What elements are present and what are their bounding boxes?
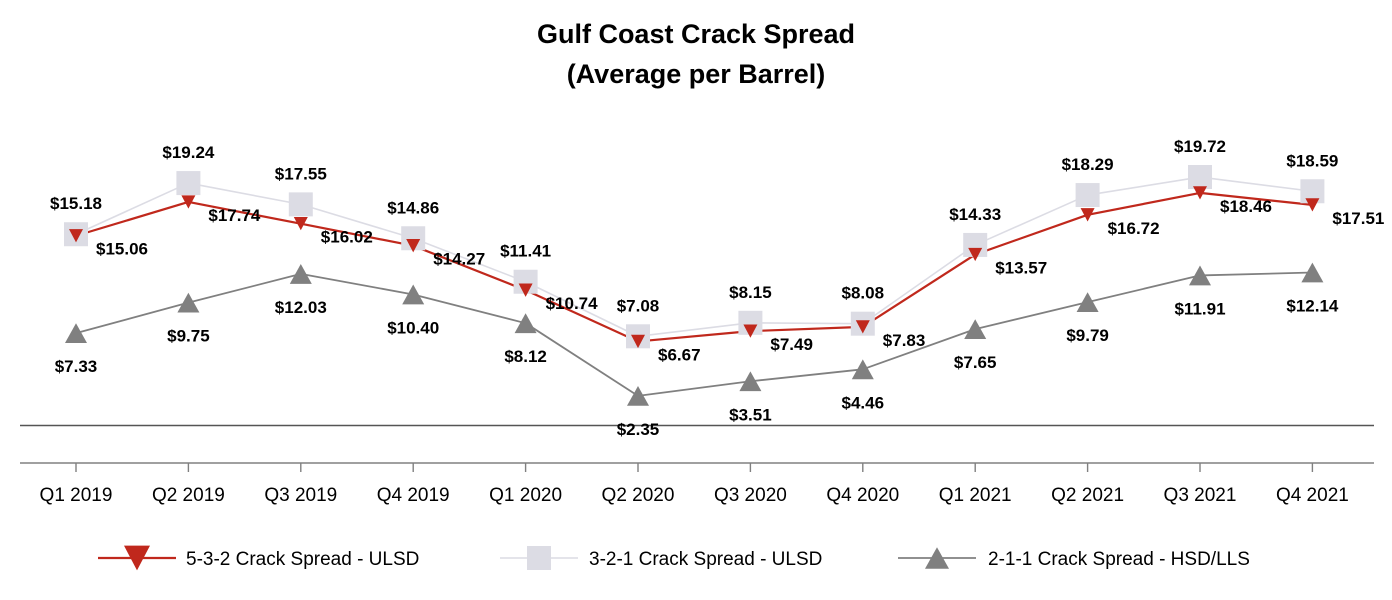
legend-square-marker-icon (527, 546, 551, 570)
data-label-5-3-2-crack-spread-ulsd: $16.02 (321, 228, 373, 247)
series-markers (64, 165, 1325, 406)
data-point-5-3-2-crack-spread-ulsd (518, 283, 533, 297)
data-label-5-3-2-crack-spread-ulsd: $17.74 (208, 206, 261, 225)
data-label-2-1-1-crack-spread-hsd-lls: $2.35 (617, 420, 660, 439)
data-point-5-3-2-crack-spread-ulsd (968, 247, 983, 262)
series-lines (75, 176, 1313, 397)
x-tick-label: Q3 2021 (1164, 485, 1237, 506)
data-label-5-3-2-crack-spread-ulsd: $14.27 (433, 250, 485, 269)
data-label-3-2-1-crack-spread-ulsd: $14.86 (387, 198, 439, 217)
legend-item-3-2-1-crack-spread-ulsd: 3-2-1 Crack Spread - ULSD (500, 546, 822, 570)
x-tick-label: Q3 2020 (714, 485, 787, 506)
x-tick-label: Q3 2019 (264, 485, 337, 506)
data-label-3-2-1-crack-spread-ulsd: $18.59 (1286, 151, 1338, 170)
legend-item-2-1-1-crack-spread-hsd-lls: 2-1-1 Crack Spread - HSD/LLS (898, 547, 1250, 570)
data-label-5-3-2-crack-spread-ulsd: $16.72 (1108, 219, 1160, 238)
chart-subtitle: (Average per Barrel) (567, 59, 826, 89)
legend-label: 2-1-1 Crack Spread - HSD/LLS (988, 549, 1250, 570)
data-label-5-3-2-crack-spread-ulsd: $7.83 (883, 331, 926, 350)
data-label-3-2-1-crack-spread-ulsd: $7.08 (617, 296, 660, 315)
data-label-3-2-1-crack-spread-ulsd: $17.55 (275, 164, 327, 183)
data-point-2-1-1-crack-spread-hsd-lls (514, 313, 537, 334)
data-label-5-3-2-crack-spread-ulsd: $10.74 (546, 294, 599, 313)
x-tick-label: Q4 2019 (377, 485, 450, 506)
data-label-5-3-2-crack-spread-ulsd: $15.06 (96, 240, 148, 259)
data-point-3-2-1-crack-spread-ulsd (1188, 165, 1212, 190)
data-point-2-1-1-crack-spread-hsd-lls (964, 319, 987, 340)
data-label-2-1-1-crack-spread-hsd-lls: $12.14 (1286, 297, 1339, 316)
data-point-2-1-1-crack-spread-hsd-lls (1076, 292, 1099, 313)
data-label-5-3-2-crack-spread-ulsd: $18.46 (1220, 197, 1272, 216)
x-tick-label: Q1 2019 (40, 485, 113, 506)
data-point-5-3-2-crack-spread-ulsd (406, 239, 421, 253)
data-point-2-1-1-crack-spread-hsd-lls (177, 292, 200, 313)
data-label-2-1-1-crack-spread-hsd-lls: $7.65 (954, 353, 997, 372)
data-labels: $15.06 $17.74 $16.02 $14.27 $10.74 $6.67 $7.49… (50, 137, 1384, 439)
data-point-2-1-1-crack-spread-hsd-lls (402, 284, 425, 305)
data-point-2-1-1-crack-spread-hsd-lls (65, 323, 87, 344)
x-tick-label: Q2 2019 (152, 485, 225, 506)
series-line-2-1-1-crack-spread-hsd-lls (75, 271, 1313, 397)
data-label-2-1-1-crack-spread-hsd-lls: $10.40 (387, 318, 439, 337)
data-label-2-1-1-crack-spread-hsd-lls: $9.75 (167, 327, 210, 346)
data-label-3-2-1-crack-spread-ulsd: $18.29 (1062, 155, 1114, 174)
data-point-2-1-1-crack-spread-hsd-lls (739, 371, 762, 392)
x-tick-label: Q2 2020 (602, 485, 675, 506)
legend-item-5-3-2-crack-spread-ulsd: 5-3-2 Crack Spread - ULSD (98, 545, 419, 571)
data-point-5-3-2-crack-spread-ulsd (1080, 208, 1095, 222)
data-point-3-2-1-crack-spread-ulsd (176, 171, 201, 196)
chart-title: Gulf Coast Crack Spread (537, 19, 855, 49)
series-line-5-3-2-crack-spread-ulsd (75, 191, 1313, 343)
data-label-2-1-1-crack-spread-hsd-lls: $4.46 (842, 393, 885, 412)
data-point-2-1-1-crack-spread-hsd-lls (627, 385, 649, 406)
data-label-3-2-1-crack-spread-ulsd: $15.18 (50, 194, 102, 213)
data-label-2-1-1-crack-spread-hsd-lls: $9.79 (1066, 326, 1109, 345)
data-point-5-3-2-crack-spread-ulsd (69, 229, 83, 243)
data-point-5-3-2-crack-spread-ulsd (1193, 186, 1207, 200)
data-point-5-3-2-crack-spread-ulsd (743, 324, 758, 338)
data-label-5-3-2-crack-spread-ulsd: $17.51 (1332, 209, 1384, 228)
legend-triangle-down-marker-icon (124, 545, 150, 571)
data-point-2-1-1-crack-spread-hsd-lls (1301, 262, 1324, 283)
data-label-3-2-1-crack-spread-ulsd: $8.08 (842, 284, 885, 303)
data-label-2-1-1-crack-spread-hsd-lls: $8.12 (504, 347, 547, 366)
legend-label: 3-2-1 Crack Spread - ULSD (589, 549, 822, 570)
data-label-3-2-1-crack-spread-ulsd: $8.15 (729, 283, 772, 302)
legend-triangle-up-marker-icon (925, 547, 949, 569)
data-point-2-1-1-crack-spread-hsd-lls (289, 264, 312, 284)
data-point-5-3-2-crack-spread-ulsd (181, 195, 196, 209)
data-label-3-2-1-crack-spread-ulsd: $19.72 (1174, 137, 1226, 156)
legend: 5-3-2 Crack Spread - ULSD 3-2-1 Crack Spr… (98, 545, 1250, 571)
data-point-2-1-1-crack-spread-hsd-lls (1189, 265, 1211, 286)
data-label-2-1-1-crack-spread-hsd-lls: $7.33 (55, 357, 98, 376)
x-tick-label: Q1 2020 (489, 485, 562, 506)
data-label-5-3-2-crack-spread-ulsd: $6.67 (658, 345, 701, 364)
data-point-3-2-1-crack-spread-ulsd (1075, 183, 1100, 208)
data-point-3-2-1-crack-spread-ulsd (288, 192, 313, 217)
data-point-2-1-1-crack-spread-hsd-lls (851, 359, 874, 380)
data-point-5-3-2-crack-spread-ulsd (293, 216, 308, 231)
data-point-5-3-2-crack-spread-ulsd (1305, 198, 1320, 212)
x-tick-label: Q4 2021 (1276, 485, 1349, 506)
legend-label: 5-3-2 Crack Spread - ULSD (186, 549, 419, 570)
data-label-3-2-1-crack-spread-ulsd: $14.33 (949, 205, 1001, 224)
data-label-5-3-2-crack-spread-ulsd: $7.49 (770, 335, 813, 354)
data-point-5-3-2-crack-spread-ulsd (855, 320, 870, 334)
data-label-3-2-1-crack-spread-ulsd: $11.41 (500, 242, 551, 261)
data-label-5-3-2-crack-spread-ulsd: $13.57 (995, 259, 1047, 278)
series-line-3-2-1-crack-spread-ulsd (75, 176, 1313, 338)
x-tick-label: Q4 2020 (826, 485, 899, 506)
data-label-2-1-1-crack-spread-hsd-lls: $12.03 (275, 298, 327, 317)
x-tick-label: Q2 2021 (1051, 485, 1124, 506)
x-tick-label: Q1 2021 (939, 485, 1012, 506)
data-label-2-1-1-crack-spread-hsd-lls: $3.51 (729, 405, 772, 424)
data-point-5-3-2-crack-spread-ulsd (631, 334, 645, 349)
data-label-2-1-1-crack-spread-hsd-lls: $11.91 (1174, 299, 1225, 318)
axes: Q1 2019 Q2 2019 Q3 2019 Q4 2019 Q1 2020 Q2 20… (20, 424, 1374, 506)
data-label-3-2-1-crack-spread-ulsd: $19.24 (162, 143, 215, 162)
